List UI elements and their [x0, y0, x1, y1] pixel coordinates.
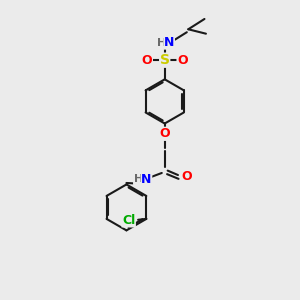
Text: O: O: [182, 170, 192, 183]
Text: H: H: [134, 174, 143, 184]
Text: N: N: [164, 36, 174, 49]
Text: S: S: [160, 53, 170, 67]
Text: N: N: [141, 173, 152, 186]
Text: Cl: Cl: [122, 214, 135, 227]
Text: O: O: [159, 127, 170, 140]
Text: O: O: [142, 54, 152, 67]
Text: H: H: [157, 38, 166, 47]
Text: O: O: [177, 54, 188, 67]
